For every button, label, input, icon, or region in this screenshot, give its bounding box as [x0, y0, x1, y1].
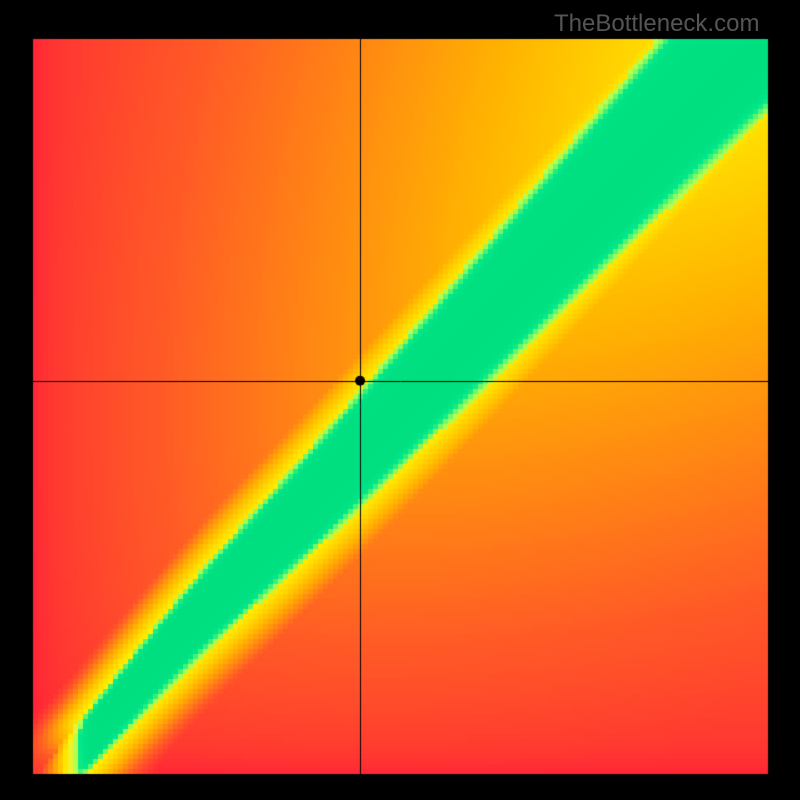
watermark-text: TheBottleneck.com: [554, 10, 759, 38]
chart-container: TheBottleneck.com: [0, 0, 800, 800]
bottleneck-heatmap: [0, 0, 800, 800]
